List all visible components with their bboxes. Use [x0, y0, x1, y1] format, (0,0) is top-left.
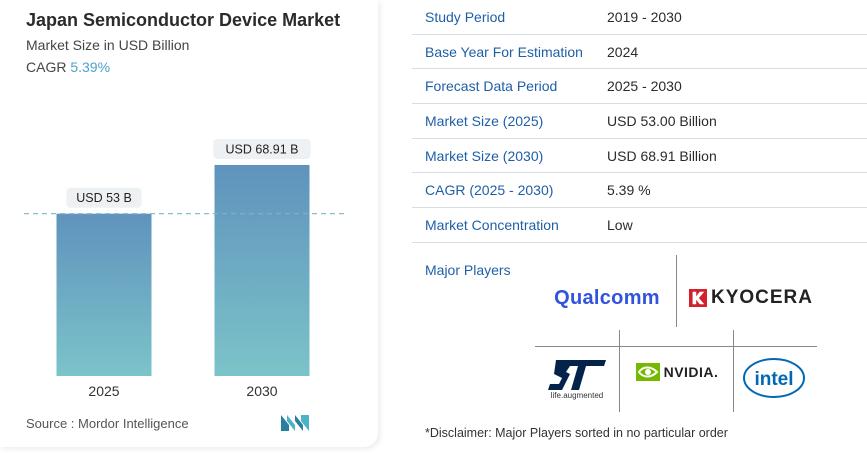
- info-row-label: Base Year For Estimation: [425, 43, 583, 60]
- info-row-value: USD 53.00 Billion: [607, 112, 717, 129]
- nvidia-eye-icon: [635, 363, 660, 381]
- info-row: Base Year For Estimation 2024: [412, 35, 867, 70]
- info-row-value: USD 68.91 Billion: [607, 147, 717, 164]
- info-row: Study Period 2019 - 2030: [412, 0, 867, 35]
- info-row-label: Market Concentration: [425, 216, 559, 233]
- info-row-label: Study Period: [425, 8, 506, 25]
- bar-chart: USD 53 B 2025 USD 68.91 B 2030: [24, 138, 345, 399]
- info-row-label: Forecast Data Period: [425, 78, 558, 95]
- players-divider: [619, 330, 620, 412]
- market-chart-card: Japan Semiconductor Device Market Market…: [0, 0, 378, 447]
- data-label: USD 68.91 B: [226, 142, 299, 156]
- players-divider: [535, 346, 817, 347]
- players-divider: [676, 255, 677, 327]
- players-divider: [733, 330, 734, 412]
- info-row: Market Size (2030) USD 68.91 Billion: [412, 139, 867, 174]
- intel-mark-icon: intel: [743, 358, 805, 398]
- info-row-value: 2025 - 2030: [607, 78, 682, 95]
- cagr-label: CAGR: [26, 59, 67, 75]
- info-row-label: Market Size (2025): [425, 112, 544, 129]
- data-label-bg: [213, 138, 311, 159]
- kyocera-logo: KYOCERA: [689, 283, 813, 313]
- info-row-value: Low: [607, 216, 633, 233]
- chart-subtitle: Market Size in USD Billion: [26, 37, 190, 53]
- x-tick-label: 2030: [246, 383, 277, 399]
- nvidia-name: NVIDIA.: [663, 364, 719, 380]
- st-logo: life.augmented: [540, 355, 614, 405]
- data-label: USD 53 B: [76, 191, 132, 205]
- nvidia-logo: NVIDIA.: [628, 357, 726, 387]
- intel-logo: intel: [742, 356, 806, 400]
- qualcomm-logo: Qualcomm: [554, 286, 660, 309]
- info-row-value: 2019 - 2030: [607, 8, 682, 25]
- info-row: Forecast Data Period 2025 - 2030: [412, 69, 867, 105]
- major-players-label: Major Players: [425, 262, 511, 278]
- info-row-value: 2024: [607, 43, 639, 60]
- x-tick-label: 2025: [88, 383, 119, 399]
- info-row: CAGR (2025 - 2030) 5.39 %: [412, 173, 867, 209]
- bar-2025: [56, 213, 152, 376]
- source-name: Mordor Intelligence: [78, 416, 189, 431]
- info-row-value: 5.39 %: [607, 182, 651, 199]
- kyocera-name: KYOCERA: [710, 287, 813, 308]
- chart-title: Japan Semiconductor Device Market: [26, 10, 341, 30]
- info-row: Market Concentration Low: [412, 208, 867, 243]
- cagr-line: CAGR 5.39%: [26, 59, 110, 75]
- data-label-bg: [66, 187, 142, 208]
- kyocera-mark-icon: [689, 289, 707, 307]
- disclaimer-text: *Disclaimer: Major Players sorted in no …: [425, 426, 728, 440]
- bar-2030: [214, 164, 310, 376]
- cagr-value: 5.39%: [70, 59, 111, 75]
- info-row-label: Market Size (2030): [425, 147, 544, 164]
- st-tagline: life.augmented: [550, 391, 604, 400]
- source-credit: Source : Mordor Intelligence: [26, 416, 189, 431]
- st-mark-icon: [548, 360, 606, 390]
- intel-name: intel: [754, 369, 793, 390]
- info-row: Market Size (2025) USD 53.00 Billion: [412, 104, 867, 139]
- market-info-table: Study Period 2019 - 2030 Base Year For Est…: [412, 0, 867, 243]
- source-label: Source :: [26, 416, 75, 431]
- info-row-label: CAGR (2025 - 2030): [425, 182, 554, 199]
- mordor-logo-icon: [281, 415, 309, 431]
